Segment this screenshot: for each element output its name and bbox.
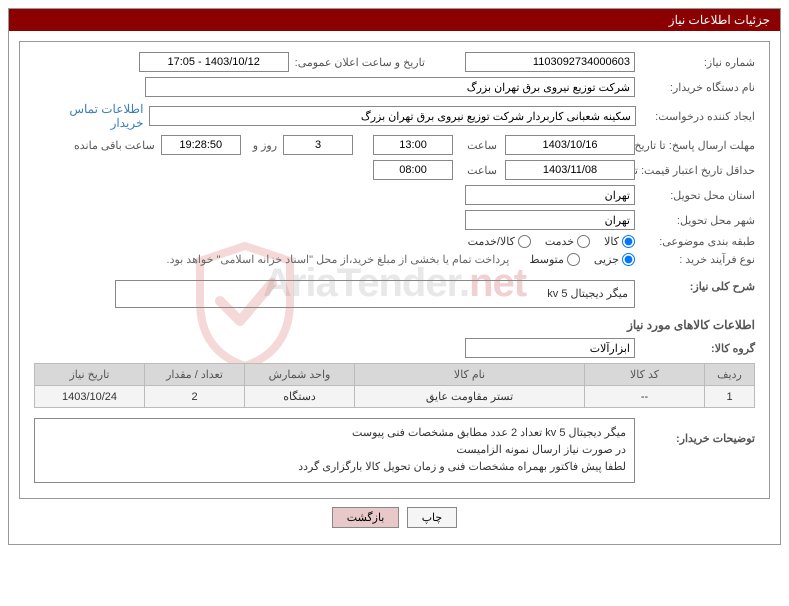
province-label: استان محل تحویل: bbox=[635, 189, 755, 202]
radio-medium-input[interactable] bbox=[567, 253, 580, 266]
validity-label: حداقل تاریخ اعتبار قیمت: تا تاریخ: bbox=[635, 164, 755, 177]
announce-field[interactable] bbox=[139, 52, 289, 72]
buyer-org-field[interactable] bbox=[145, 77, 635, 97]
td-date: 1403/10/24 bbox=[35, 386, 145, 408]
footer-buttons: چاپ بازگشت bbox=[19, 499, 770, 534]
row-process: نوع فرآیند خرید : جزیی متوسط پرداخت تمام… bbox=[34, 253, 755, 266]
td-qty: 2 bbox=[145, 386, 245, 408]
panel-title: جزئیات اطلاعات نیاز bbox=[9, 9, 780, 31]
group-field[interactable] bbox=[465, 338, 635, 358]
buyer-org-label: نام دستگاه خریدار: bbox=[635, 81, 755, 94]
validity-hour-field[interactable] bbox=[373, 160, 453, 180]
deadline-hour-field[interactable] bbox=[373, 135, 453, 155]
buyer-note-line2: در صورت نیاز ارسال نمونه الزامیست bbox=[43, 442, 626, 459]
row-need-no: شماره نیاز: تاریخ و ساعت اعلان عمومی: bbox=[34, 52, 755, 72]
row-group: گروه کالا: bbox=[34, 338, 755, 358]
need-no-field[interactable] bbox=[465, 52, 635, 72]
details-box: شماره نیاز: تاریخ و ساعت اعلان عمومی: نا… bbox=[19, 41, 770, 499]
radio-kala-label: کالا bbox=[604, 235, 619, 248]
payment-note: پرداخت تمام یا بخشی از مبلغ خرید،از محل … bbox=[167, 253, 510, 266]
radio-kala-khadamat-label: کالا/خدمت bbox=[468, 235, 515, 248]
city-field[interactable] bbox=[465, 210, 635, 230]
row-requester: ایجاد کننده درخواست: اطلاعات تماس خریدار bbox=[34, 102, 755, 130]
hour-label-1: ساعت bbox=[461, 139, 497, 152]
city-label: شهر محل تحویل: bbox=[635, 214, 755, 227]
th-row: ردیف bbox=[705, 364, 755, 386]
row-summary: شرح کلی نیاز: میگر دیجیتال kv 5 bbox=[34, 280, 755, 308]
radio-partial-input[interactable] bbox=[622, 253, 635, 266]
row-validity: حداقل تاریخ اعتبار قیمت: تا تاریخ: ساعت bbox=[34, 160, 755, 180]
time-remaining-field[interactable] bbox=[161, 135, 241, 155]
process-radio-group: جزیی متوسط bbox=[529, 253, 635, 266]
td-name: تستر مقاومت عایق bbox=[355, 386, 585, 408]
row-buyer-note: توضیحات خریدار: میگر دیجیتال kv 5 تعداد … bbox=[34, 418, 755, 483]
hour-label-2: ساعت bbox=[461, 164, 497, 177]
remaining-label: ساعت باقی مانده bbox=[68, 139, 155, 152]
announce-label: تاریخ و ساعت اعلان عمومی: bbox=[289, 56, 425, 69]
validity-date-field[interactable] bbox=[505, 160, 635, 180]
items-table: ردیف کد کالا نام کالا واحد شمارش تعداد /… bbox=[34, 363, 755, 408]
days-label: روز و bbox=[247, 139, 277, 152]
row-category: طبقه بندی موضوعی: کالا خدمت کالا/خدمت bbox=[34, 235, 755, 248]
th-name: نام کالا bbox=[355, 364, 585, 386]
category-label: طبقه بندی موضوعی: bbox=[635, 235, 755, 248]
td-code: -- bbox=[585, 386, 705, 408]
panel-body: AriaTender.net شماره نیاز: تاریخ و ساعت … bbox=[9, 31, 780, 544]
radio-kala-khadamat-input[interactable] bbox=[518, 235, 531, 248]
row-buyer-org: نام دستگاه خریدار: bbox=[34, 77, 755, 97]
requester-label: ایجاد کننده درخواست: bbox=[636, 110, 755, 123]
radio-khadamat[interactable]: خدمت bbox=[545, 235, 590, 248]
group-label: گروه کالا: bbox=[635, 342, 755, 355]
radio-partial[interactable]: جزیی bbox=[594, 253, 635, 266]
radio-medium[interactable]: متوسط bbox=[529, 253, 580, 266]
buyer-note-line1: میگر دیجیتال kv 5 تعداد 2 عدد مطابق مشخص… bbox=[43, 425, 626, 442]
table-header-row: ردیف کد کالا نام کالا واحد شمارش تعداد /… bbox=[35, 364, 755, 386]
radio-medium-label: متوسط bbox=[529, 253, 564, 266]
process-label: نوع فرآیند خرید : bbox=[635, 253, 755, 266]
need-no-label: شماره نیاز: bbox=[635, 56, 755, 69]
province-field[interactable] bbox=[465, 185, 635, 205]
details-panel: جزئیات اطلاعات نیاز AriaTender.net شماره… bbox=[8, 8, 781, 545]
radio-khadamat-label: خدمت bbox=[545, 235, 574, 248]
td-unit: دستگاه bbox=[245, 386, 355, 408]
buyer-note-box: میگر دیجیتال kv 5 تعداد 2 عدد مطابق مشخص… bbox=[34, 418, 635, 483]
buyer-note-line3: لطفا پیش فاکتور بهمراه مشخصات فنی و زمان… bbox=[43, 459, 626, 476]
days-remaining-field[interactable] bbox=[283, 135, 353, 155]
summary-box: میگر دیجیتال kv 5 bbox=[115, 280, 635, 308]
row-city: شهر محل تحویل: bbox=[34, 210, 755, 230]
th-date: تاریخ نیاز bbox=[35, 364, 145, 386]
table-row: 1 -- تستر مقاومت عایق دستگاه 2 1403/10/2… bbox=[35, 386, 755, 408]
radio-khadamat-input[interactable] bbox=[577, 235, 590, 248]
th-qty: تعداد / مقدار bbox=[145, 364, 245, 386]
radio-partial-label: جزیی bbox=[594, 253, 619, 266]
th-unit: واحد شمارش bbox=[245, 364, 355, 386]
th-code: کد کالا bbox=[585, 364, 705, 386]
print-button[interactable]: چاپ bbox=[407, 507, 458, 528]
items-section-title: اطلاعات کالاهای مورد نیاز bbox=[34, 318, 755, 332]
deadline-label: مهلت ارسال پاسخ: تا تاریخ: bbox=[635, 139, 755, 152]
radio-kala-khadamat[interactable]: کالا/خدمت bbox=[468, 235, 531, 248]
radio-kala[interactable]: کالا bbox=[604, 235, 635, 248]
requester-field[interactable] bbox=[149, 106, 635, 126]
row-province: استان محل تحویل: bbox=[34, 185, 755, 205]
back-button[interactable]: بازگشت bbox=[332, 507, 400, 528]
category-radio-group: کالا خدمت کالا/خدمت bbox=[468, 235, 635, 248]
td-row: 1 bbox=[705, 386, 755, 408]
radio-kala-input[interactable] bbox=[622, 235, 635, 248]
summary-label: شرح کلی نیاز: bbox=[635, 280, 755, 293]
row-deadline: مهلت ارسال پاسخ: تا تاریخ: ساعت روز و سا… bbox=[34, 135, 755, 155]
contact-link[interactable]: اطلاعات تماس خریدار bbox=[34, 102, 143, 130]
deadline-date-field[interactable] bbox=[505, 135, 635, 155]
buyer-note-label: توضیحات خریدار: bbox=[635, 418, 755, 445]
